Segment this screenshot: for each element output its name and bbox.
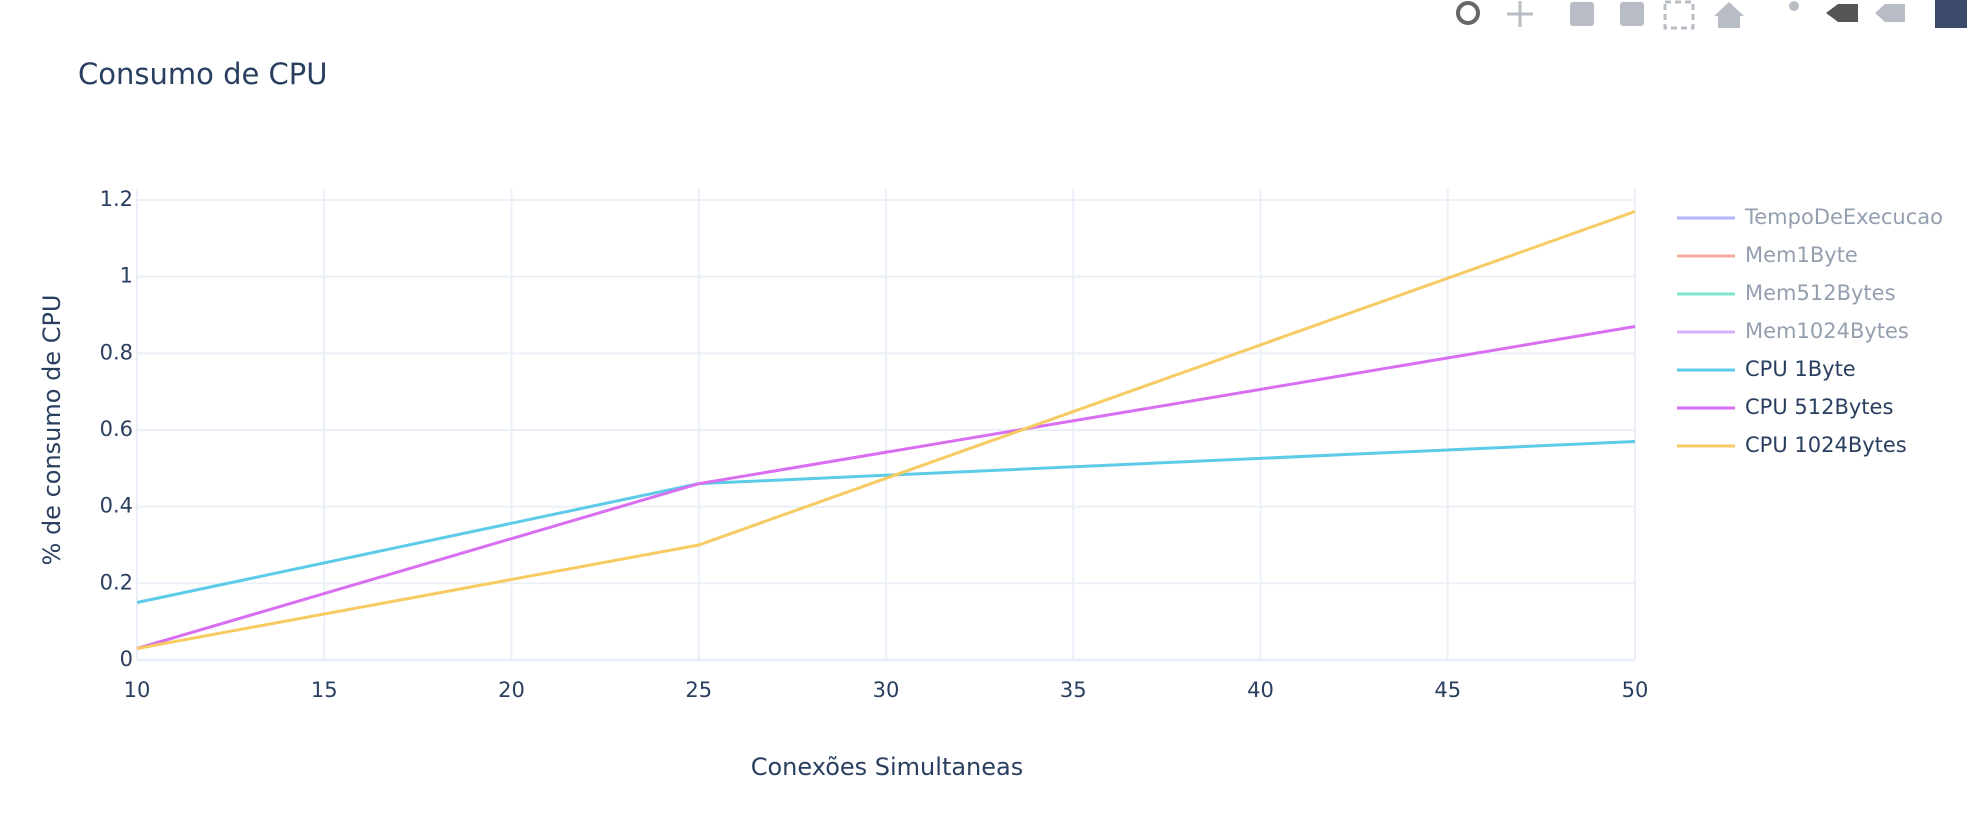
x-tick-label: 25: [685, 678, 712, 702]
x-tick-label: 15: [311, 678, 338, 702]
y-axis-title: % de consumo de CPU: [38, 295, 66, 566]
legend-label[interactable]: Mem1Byte: [1745, 243, 1858, 267]
legend-label[interactable]: CPU 1Byte: [1745, 357, 1856, 381]
x-tick-label: 20: [498, 678, 525, 702]
hover-compare-icon[interactable]: [1875, 4, 1905, 22]
x-tick-label: 45: [1434, 678, 1461, 702]
y-tick-label: 0.8: [100, 340, 133, 364]
zoom-out-icon[interactable]: [1620, 2, 1644, 26]
x-tick-label: 40: [1247, 678, 1274, 702]
legend-label[interactable]: TempoDeExecucao: [1744, 205, 1943, 229]
hover-closest-icon[interactable]: [1826, 4, 1858, 22]
autoscale-icon[interactable]: [1663, 0, 1695, 30]
series-line: [136, 325, 1636, 650]
legend-label[interactable]: Mem512Bytes: [1745, 281, 1896, 305]
x-axis-title: Conexões Simultaneas: [751, 753, 1024, 781]
legend-label[interactable]: CPU 512Bytes: [1745, 395, 1893, 419]
x-tick-label: 10: [124, 678, 151, 702]
pan-glyph: [1507, 1, 1533, 27]
reset-icon[interactable]: [1714, 2, 1744, 28]
legend-label[interactable]: CPU 1024Bytes: [1745, 433, 1907, 457]
y-tick-label: 0.2: [100, 570, 133, 594]
y-tick-label: 0: [120, 647, 133, 671]
x-tick-label: 30: [873, 678, 900, 702]
plotly-logo[interactable]: [1935, 0, 1967, 28]
zoom-icon[interactable]: [1456, 1, 1480, 25]
chart-title: Consumo de CPU: [78, 57, 328, 91]
y-tick-label: 0.4: [100, 494, 133, 518]
x-tick-label: 50: [1622, 678, 1649, 702]
series-line: [136, 210, 1636, 650]
y-tick-label: 0.6: [100, 417, 133, 441]
toolbar: [1456, 0, 1967, 30]
legend-label[interactable]: Mem1024Bytes: [1745, 319, 1909, 343]
zoom-in-icon[interactable]: [1570, 2, 1594, 26]
x-tick-label: 35: [1060, 678, 1087, 702]
y-tick-label: 1.2: [100, 187, 133, 211]
spike-icon[interactable]: [1789, 1, 1799, 11]
y-tick-label: 1: [120, 264, 133, 288]
